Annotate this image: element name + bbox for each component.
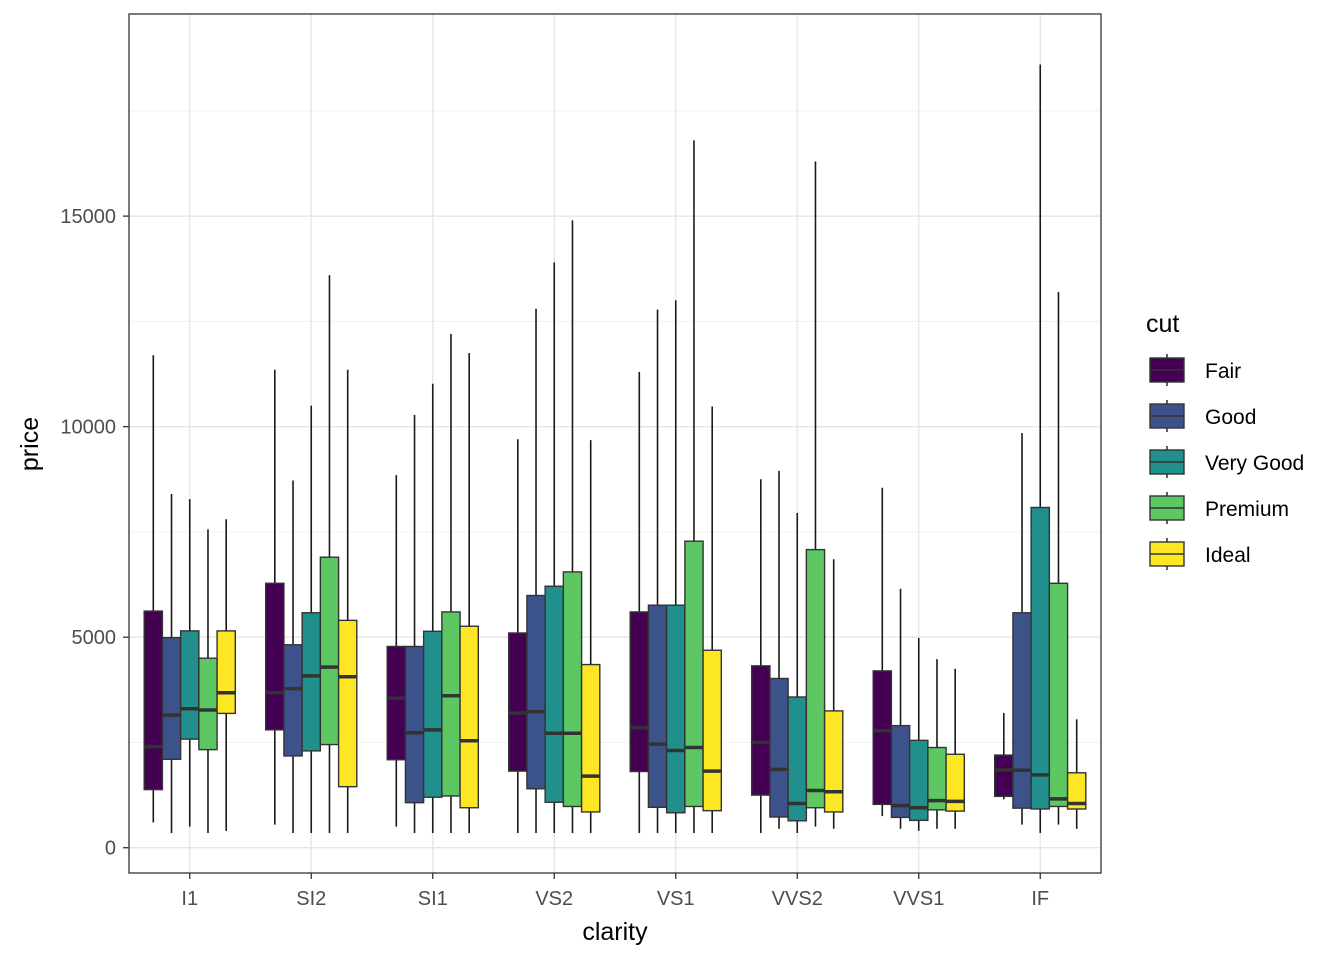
boxplot-premium-si1 bbox=[441, 334, 461, 833]
boxplot-ideal-si1 bbox=[459, 352, 480, 833]
y-tick-label: 5000 bbox=[72, 627, 117, 649]
boxplot-good-si2 bbox=[283, 480, 303, 833]
boxplot-very-good-vvs1 bbox=[908, 638, 929, 831]
box-body bbox=[1012, 612, 1032, 809]
legend-item-very-good: Very Good bbox=[1149, 446, 1304, 478]
boxplot-very-good-si2 bbox=[301, 405, 322, 833]
box-body bbox=[301, 612, 322, 752]
box-body bbox=[805, 548, 826, 809]
boxplot-premium-vvs2 bbox=[805, 161, 826, 827]
box-body bbox=[283, 644, 303, 757]
box-body bbox=[459, 625, 480, 809]
y-axis-title: price bbox=[16, 417, 44, 471]
x-tick-label: I1 bbox=[181, 888, 198, 910]
x-tick-label: IF bbox=[1031, 888, 1049, 910]
box-body bbox=[823, 710, 844, 813]
legend-title: cut bbox=[1146, 310, 1179, 338]
box-body bbox=[769, 677, 789, 818]
boxplot-ideal-i1 bbox=[216, 519, 237, 831]
x-tick-label: VVS2 bbox=[772, 888, 823, 910]
box-body bbox=[750, 665, 771, 796]
boxplot-good-if bbox=[1012, 432, 1032, 825]
box-body bbox=[386, 645, 407, 761]
box-body bbox=[319, 556, 340, 746]
boxplot-fair-i1 bbox=[143, 355, 164, 823]
x-tick-label: VS1 bbox=[657, 888, 695, 910]
box-body bbox=[580, 663, 601, 813]
boxplot-ideal-if bbox=[1066, 719, 1087, 829]
legend-label: Good bbox=[1205, 406, 1256, 429]
boxplot-fair-vs2 bbox=[507, 439, 528, 833]
y-tick-label: 15000 bbox=[60, 206, 116, 228]
boxplot-very-good-vs1 bbox=[665, 300, 686, 833]
boxplot-good-vs1 bbox=[647, 309, 668, 833]
boxplot-very-good-if bbox=[1030, 64, 1051, 833]
box-body bbox=[507, 632, 528, 772]
panel-border bbox=[128, 13, 1102, 874]
x-tick-label: SI1 bbox=[418, 888, 448, 910]
box-body bbox=[422, 630, 443, 798]
box-body bbox=[404, 645, 425, 804]
x-tick-label: VS2 bbox=[535, 888, 573, 910]
box-body bbox=[198, 657, 218, 751]
boxplot-very-good-vvs2 bbox=[787, 512, 808, 833]
legend-label: Premium bbox=[1205, 498, 1289, 521]
legend-label: Very Good bbox=[1205, 452, 1304, 475]
legend-item-ideal: Ideal bbox=[1149, 538, 1251, 570]
x-axis-title: clarity bbox=[582, 918, 648, 946]
boxplot-ideal-vs1 bbox=[702, 406, 723, 833]
box-body bbox=[684, 540, 704, 808]
x-tick-label: SI2 bbox=[296, 888, 326, 910]
box-body bbox=[179, 630, 200, 740]
boxplot-good-i1 bbox=[161, 494, 182, 833]
box-body bbox=[1066, 772, 1087, 810]
box-body bbox=[702, 649, 723, 812]
box-body bbox=[526, 594, 546, 790]
y-tick-label: 0 bbox=[105, 838, 116, 860]
boxplot-fair-si1 bbox=[386, 475, 407, 827]
box-body bbox=[337, 619, 358, 788]
boxplot-ideal-vvs1 bbox=[945, 668, 966, 829]
axis-layer: 0 5000 10000 15000 I1 SI2 SI1 VS2 VS1 VVS2 VVS1 IF bbox=[60, 206, 1049, 910]
legend: cut Fair Good Very Good Premium Ideal bbox=[1146, 310, 1304, 570]
boxplot-premium-if bbox=[1048, 291, 1069, 825]
boxplot-fair-if bbox=[993, 712, 1014, 800]
box-body bbox=[647, 604, 668, 809]
x-tick-label: VVS1 bbox=[893, 888, 944, 910]
boxplot-premium-vs2 bbox=[562, 220, 583, 833]
box-layer bbox=[143, 64, 1087, 833]
boxplot-premium-vvs1 bbox=[927, 659, 947, 829]
boxplot-fair-si2 bbox=[264, 369, 285, 825]
box-body bbox=[264, 582, 285, 731]
box-body bbox=[665, 604, 686, 814]
legend-label: Ideal bbox=[1205, 544, 1251, 567]
legend-label: Fair bbox=[1205, 360, 1241, 383]
box-body bbox=[441, 611, 461, 797]
box-body bbox=[544, 585, 565, 803]
boxplot-good-vvs2 bbox=[769, 470, 789, 829]
legend-item-premium: Premium bbox=[1149, 492, 1289, 524]
y-tick-label: 10000 bbox=[60, 417, 116, 439]
box-body bbox=[629, 611, 650, 773]
boxplot-ideal-vvs2 bbox=[823, 559, 844, 829]
box-body bbox=[216, 630, 237, 715]
box-body bbox=[872, 670, 893, 806]
box-body bbox=[890, 724, 911, 819]
box-body bbox=[161, 636, 182, 761]
boxplot-fair-vvs2 bbox=[750, 479, 771, 833]
box-body bbox=[993, 754, 1014, 798]
box-body bbox=[143, 610, 164, 791]
box-body bbox=[1030, 506, 1051, 810]
box-body bbox=[562, 571, 583, 808]
box-body bbox=[945, 753, 966, 812]
legend-item-fair: Fair bbox=[1149, 354, 1241, 386]
box-body bbox=[1048, 582, 1069, 808]
legend-item-good: Good bbox=[1149, 400, 1256, 432]
boxplot-ideal-vs2 bbox=[580, 440, 601, 833]
boxplot-ideal-si2 bbox=[337, 369, 358, 833]
